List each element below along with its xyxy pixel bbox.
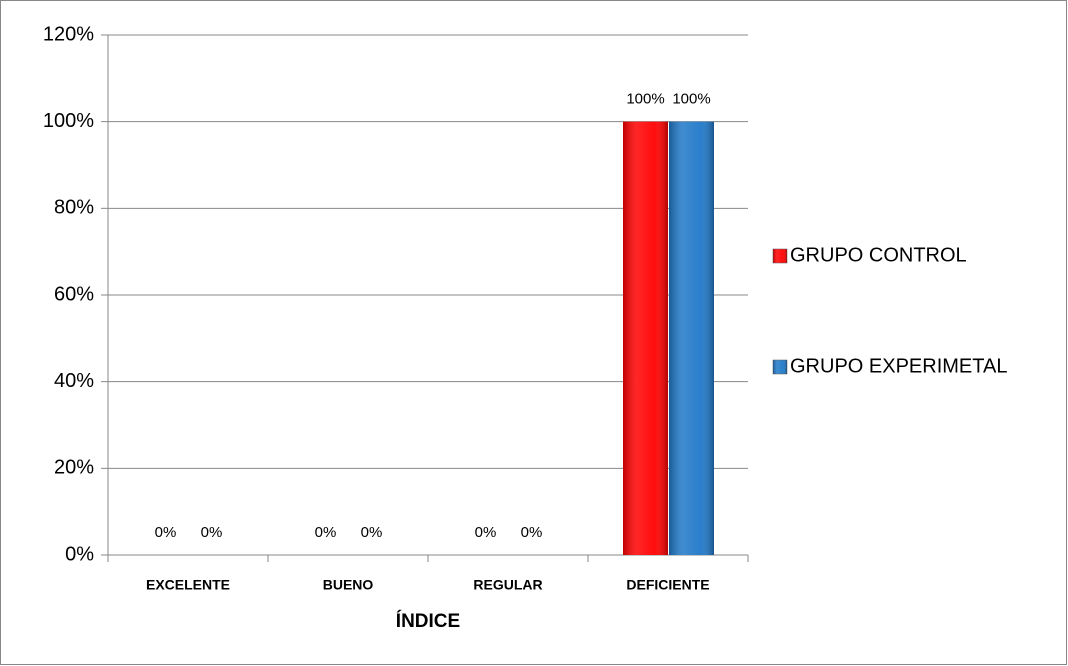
data-label: 0%: [475, 524, 497, 541]
bar-shade: [623, 121, 668, 556]
x-tick-label: DEFICIENTE: [626, 577, 709, 593]
legend-swatch-shade: [773, 249, 787, 263]
y-tick-label: 100%: [43, 110, 94, 132]
bar-shade: [669, 121, 714, 556]
legend-label: GRUPO EXPERIMETAL: [790, 355, 1007, 377]
legend-label: GRUPO CONTROL: [790, 244, 967, 266]
y-tick-label: 60%: [54, 283, 94, 305]
data-label: 0%: [315, 524, 337, 541]
data-label: 0%: [361, 524, 383, 541]
data-label: 0%: [155, 524, 177, 541]
data-label: 100%: [626, 91, 664, 108]
x-axis-title: ÍNDICE: [396, 610, 460, 632]
data-label: 0%: [201, 524, 223, 541]
data-label: 0%: [521, 524, 543, 541]
x-tick-label: EXCELENTE: [146, 577, 230, 593]
y-tick-label: 120%: [43, 23, 94, 45]
y-tick-label: 0%: [65, 543, 94, 565]
y-tick-label: 80%: [54, 197, 94, 219]
data-label: 100%: [672, 91, 710, 108]
x-tick-label: BUENO: [323, 577, 374, 593]
y-tick-label: 40%: [54, 370, 94, 392]
x-tick-label: REGULAR: [473, 577, 542, 593]
legend-swatch-shade: [773, 360, 787, 374]
y-tick-label: 20%: [54, 457, 94, 479]
